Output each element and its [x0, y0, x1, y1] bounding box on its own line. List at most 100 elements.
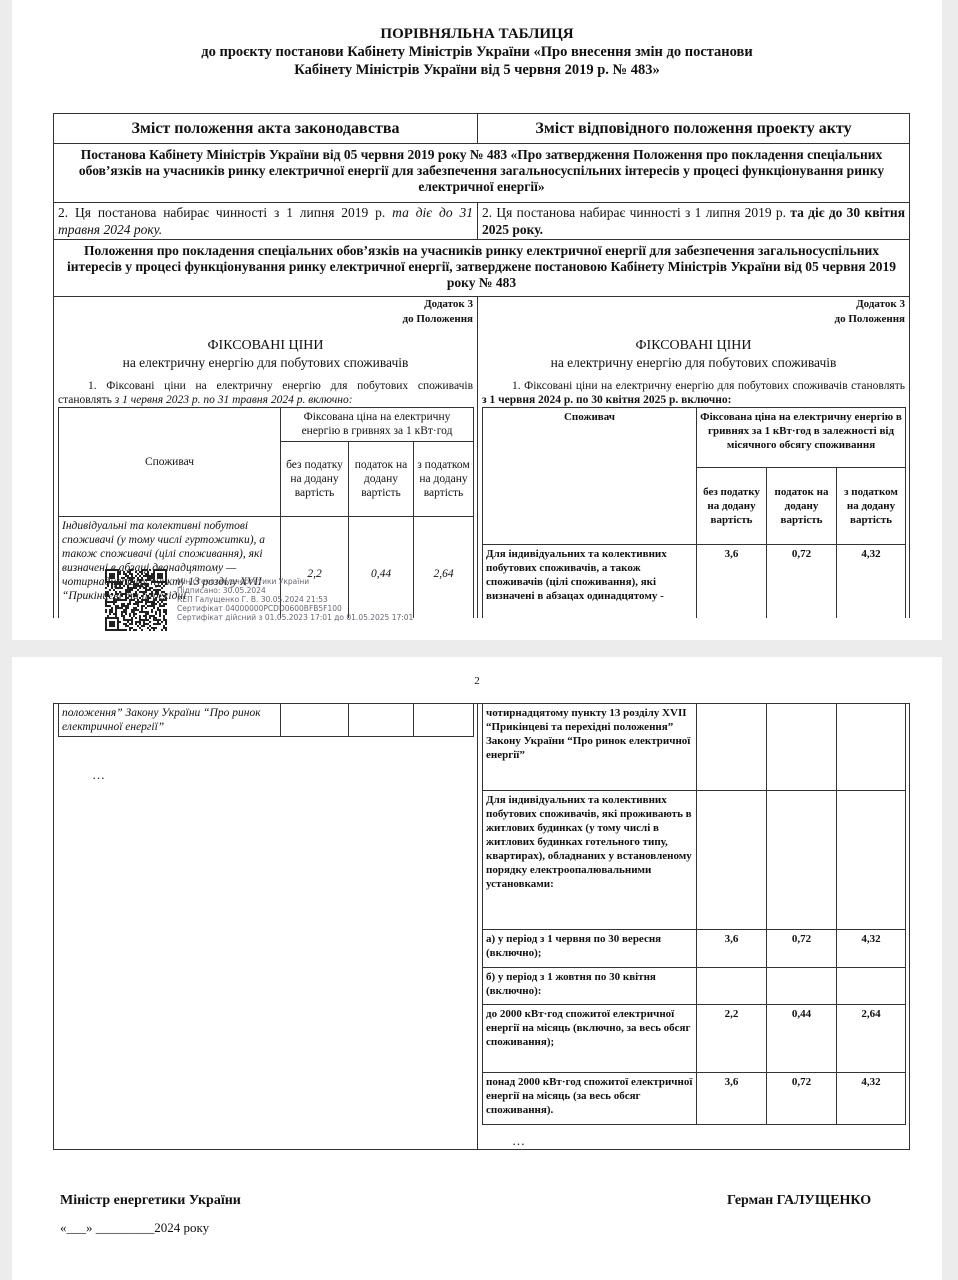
qr-module — [155, 603, 157, 605]
qr-module — [121, 607, 123, 609]
qr-module — [143, 605, 145, 607]
qr-module — [105, 601, 107, 603]
row: понад 2000 кВт·год спожитої електричної … — [482, 1072, 906, 1125]
qr-module — [115, 581, 117, 583]
qr-module — [123, 571, 125, 573]
qr-module — [109, 611, 111, 613]
cell — [348, 704, 414, 737]
qr-module — [133, 615, 135, 617]
qr-module — [107, 595, 109, 597]
qr-module — [141, 569, 143, 571]
qr-module — [143, 611, 145, 613]
qr-module — [149, 617, 151, 619]
qr-module — [153, 607, 155, 609]
consumer: чотирнадцятому пункту 13 розділу XVII “П… — [482, 704, 697, 791]
qr-module — [165, 573, 167, 575]
qr-module — [105, 591, 107, 593]
qr-module — [113, 625, 115, 627]
qr-module — [151, 577, 153, 579]
qr-module — [125, 619, 127, 621]
qr-module — [137, 573, 139, 575]
ellipsis: … — [92, 767, 105, 782]
qr-module — [133, 581, 135, 583]
qr-module — [109, 621, 111, 623]
qr-module — [137, 621, 139, 623]
qr-module — [163, 585, 165, 587]
qr-module — [155, 613, 157, 615]
qr-module — [139, 623, 141, 625]
qr-module — [161, 573, 163, 575]
qr-module — [149, 605, 151, 607]
qr-module — [163, 615, 165, 617]
value: 0,72 — [766, 1072, 837, 1125]
qr-module — [139, 591, 141, 593]
qr-module — [133, 599, 135, 601]
qr-module — [161, 629, 163, 631]
qr-module — [133, 607, 135, 609]
qr-module — [109, 625, 111, 627]
qr-module — [155, 581, 157, 583]
qr-module — [159, 569, 161, 571]
qr-module — [135, 621, 137, 623]
qr-module — [135, 591, 137, 593]
value: 2,2 — [696, 1004, 767, 1073]
qr-module — [133, 609, 135, 611]
qr-module — [113, 577, 115, 579]
qr-module — [139, 617, 141, 619]
subtitle: до проєкту постанови Кабінету Міністрів … — [201, 44, 753, 60]
qr-module — [129, 599, 131, 601]
qr-module — [105, 599, 107, 601]
qr-module — [129, 603, 131, 605]
qr-module — [145, 573, 147, 575]
qr-module — [153, 627, 155, 629]
qr-module — [115, 593, 117, 595]
consumer: б) у період з 1 жовтня по 30 квітня (вкл… — [482, 967, 697, 1005]
qr-module — [125, 629, 127, 631]
qr-module — [127, 589, 129, 591]
qr-module — [123, 615, 125, 617]
qr-module — [155, 611, 157, 613]
stamp-line: Сертифікат дійсний з 01.05.2023 17:01 до… — [177, 613, 414, 622]
tbody: Споживач Фіксована ціна на електричну ене… — [482, 407, 907, 618]
tr: Індивідуальні та колективні побутові спо… — [58, 516, 475, 618]
qr-module — [157, 589, 159, 591]
qr-module — [111, 623, 113, 625]
qr-module — [127, 585, 129, 587]
qr-module — [107, 615, 109, 617]
qr-module — [163, 611, 165, 613]
qr-module — [165, 603, 167, 605]
value: 2,64 — [836, 1004, 906, 1073]
qr-module — [153, 619, 155, 621]
qr-module — [105, 581, 107, 583]
qr-module — [125, 573, 127, 575]
header: Фіксована ціна на електричну енергію в г… — [279, 407, 475, 442]
qr-module — [109, 581, 111, 583]
qr-module — [147, 623, 149, 625]
qr-module — [105, 619, 107, 621]
consumer: а) у період з 1 червня по 30 вересня (вк… — [482, 929, 697, 968]
qr-module — [109, 601, 111, 603]
qr-module — [117, 583, 119, 585]
consumer: понад 2000 кВт·год спожитої електричної … — [482, 1072, 697, 1125]
qr-module — [149, 587, 151, 589]
qr-module — [105, 629, 107, 631]
header: Споживач — [482, 407, 697, 545]
qr-module — [139, 621, 141, 623]
qr-module — [121, 611, 123, 613]
qr-module — [151, 595, 153, 597]
qr-module — [145, 607, 147, 609]
qr-module — [127, 577, 129, 579]
qr-module — [115, 599, 117, 601]
qr-module — [107, 601, 109, 603]
qr-module — [153, 589, 155, 591]
qr-module — [117, 605, 119, 607]
qr-module — [141, 607, 143, 609]
qr-module — [131, 623, 133, 625]
qr-module — [117, 607, 119, 609]
qr-module — [111, 577, 113, 579]
qr-module — [109, 605, 111, 607]
tbody: положення” Закону України “Про ринок еле… — [58, 704, 474, 737]
qr-module — [113, 597, 115, 599]
qr-module — [117, 577, 119, 579]
qr-module — [119, 629, 121, 631]
